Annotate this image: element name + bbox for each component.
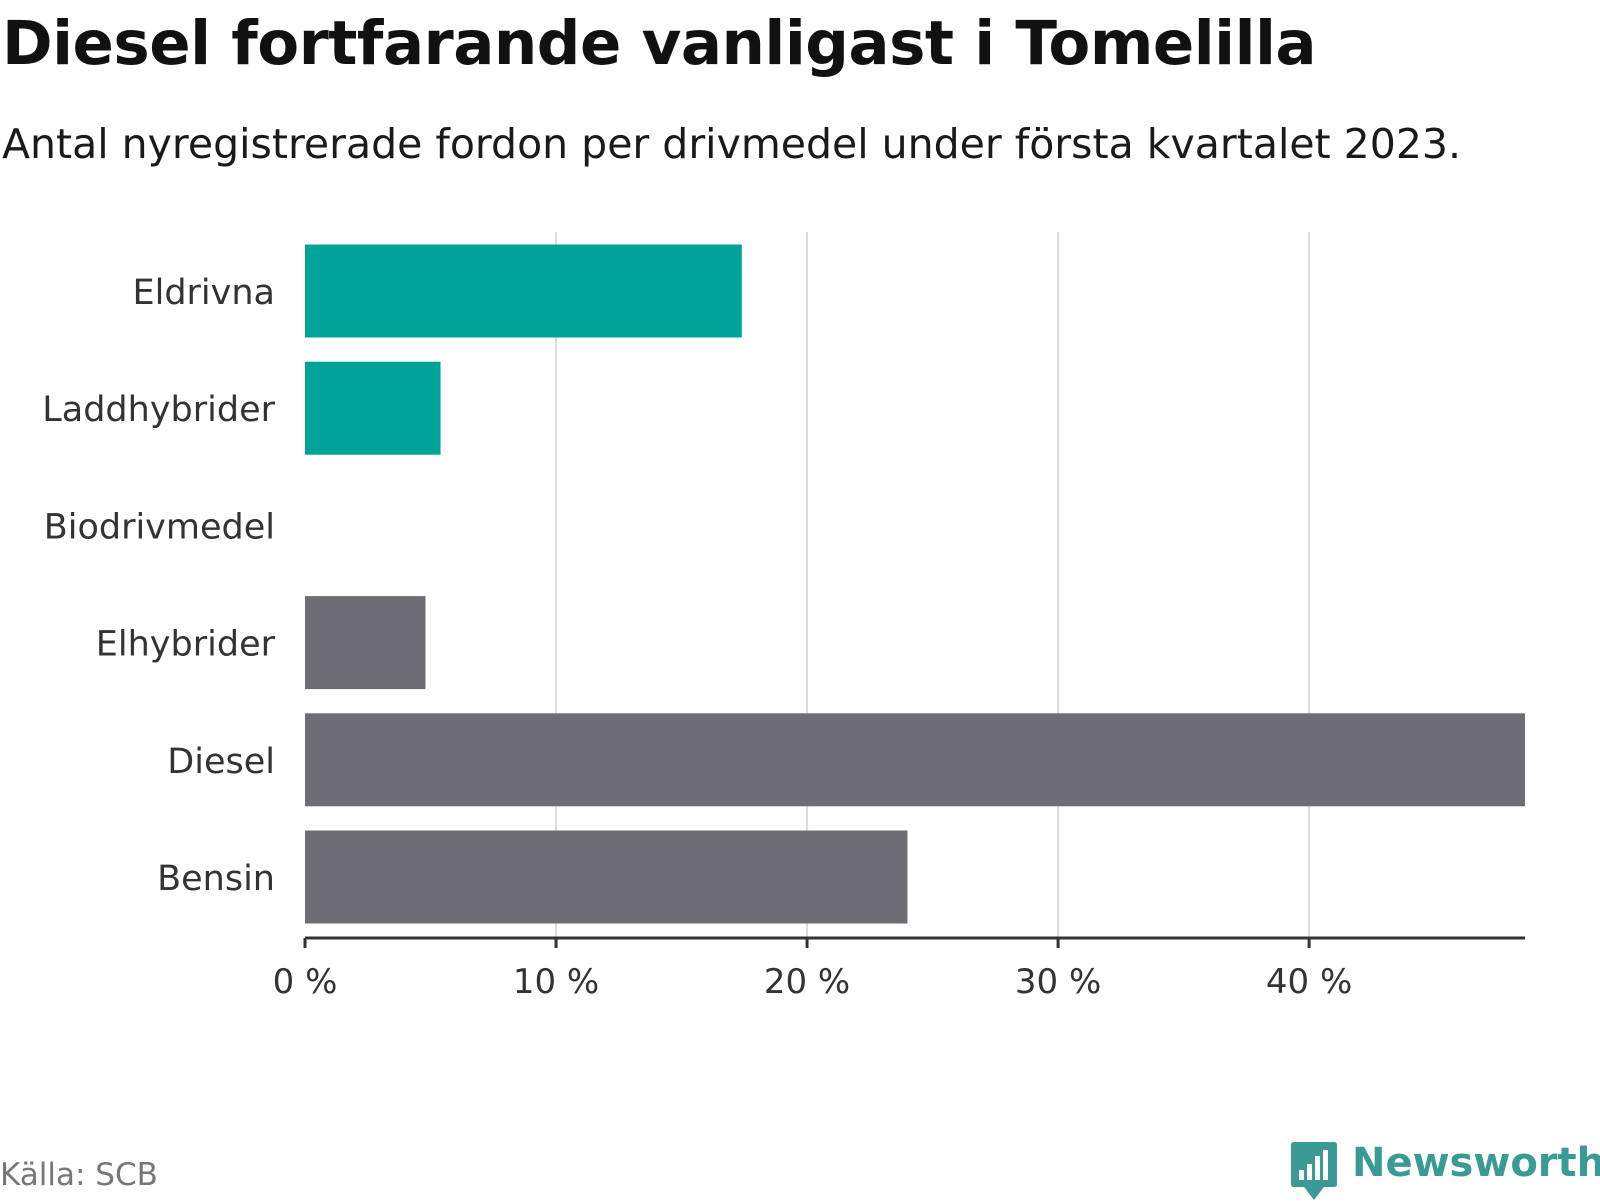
newsworthy-chat-bars-icon [1291,1142,1337,1200]
chart-subtitle: Antal nyregistrerade fordon per drivmede… [2,120,1462,168]
category-label: Bensin [157,859,275,899]
x-tick-label: 10 % [513,962,599,1002]
bar-chart: Eldrivna Laddhybrider Biodrivmedel Elhybrid… [42,232,1525,1002]
bar-bensin [305,830,908,924]
bar-laddhybrider [305,361,441,455]
category-label: Biodrivmedel [44,507,275,547]
bars [305,244,1525,924]
x-tick-label: 40 % [1266,962,1352,1002]
x-tick-label: 30 % [1015,962,1101,1002]
category-label: Laddhybrider [42,390,275,430]
logo-text: Newsworthy [1352,1140,1600,1186]
category-label: Elhybrider [96,625,276,665]
x-tick-label: 20 % [764,962,850,1002]
source-note: Källa: SCB [0,1157,158,1193]
newsworthy-logo: Newsworthy [1290,1140,1600,1202]
category-label: Eldrivna [132,273,275,313]
gridlines [555,232,1311,938]
chart-title: Diesel fortfarande vanligast i Tomelilla [2,8,1317,79]
bar-diesel [305,713,1525,807]
category-labels: Eldrivna Laddhybrider Biodrivmedel Elhybrid… [42,273,275,899]
category-label: Diesel [167,742,275,782]
bar-eldrivna [305,244,742,338]
x-tick-label: 0 % [273,962,338,1002]
x-axis: 0 % 10 % 20 % 30 % 40 % [273,936,1525,1002]
bar-elhybrider [305,596,426,690]
